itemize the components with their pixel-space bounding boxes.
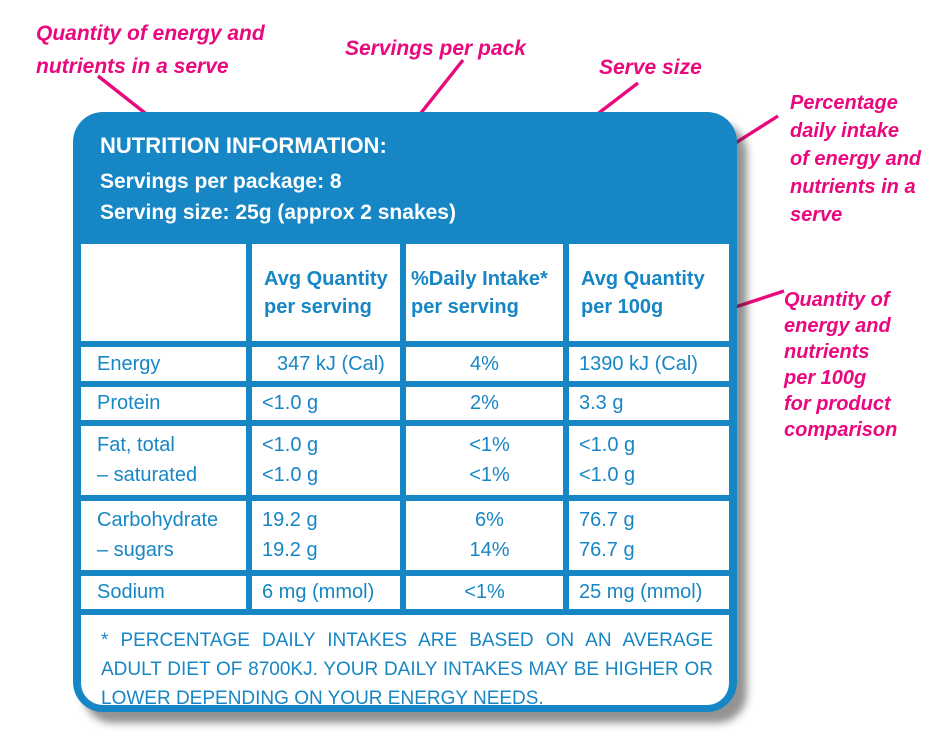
carbohydrate-serve: 19.2 g xyxy=(262,509,318,532)
col-header-line: Avg Quantity xyxy=(264,267,388,290)
carbohydrate-per-100g: 76.7 g 76.7 g xyxy=(569,501,729,570)
servings-per-package: Servings per package: 8 xyxy=(100,170,342,193)
energy-per-serving: 347 kJ (Cal) xyxy=(252,347,400,381)
col-header-per-serving: Avg Quantity per serving xyxy=(252,244,400,341)
protein-daily-intake: 2% xyxy=(406,387,563,420)
row-label-carbohydrate: Carbohydrate – sugars xyxy=(81,501,246,570)
fat-daily-intake: <1% <1% xyxy=(406,426,563,495)
sodium-per-100g: 25 mg (mmol) xyxy=(569,576,729,609)
panel-header: NUTRITION INFORMATION: Servings per pack… xyxy=(73,112,737,244)
row-label-sodium: Sodium xyxy=(81,576,246,609)
carbohydrate-per100: 76.7 g xyxy=(579,509,635,532)
row-label-energy: Energy xyxy=(81,347,246,381)
fat-total-daily: <1% xyxy=(469,434,510,457)
row-label-fat: Fat, total – saturated xyxy=(81,426,246,495)
sodium-per-serving: 6 mg (mmol) xyxy=(252,576,400,609)
annotation-daily-intake: Percentage daily intake of energy and nu… xyxy=(790,92,922,226)
col-header-line: %Daily Intake* xyxy=(411,267,548,290)
fat-total-serve: <1.0 g xyxy=(262,434,319,457)
col-header-line: per serving xyxy=(264,295,372,318)
serving-size: Serving size: 25g (approx 2 snakes) xyxy=(100,201,456,224)
col-header-line: per 100g xyxy=(581,295,664,318)
carbohydrate-label: Carbohydrate xyxy=(97,509,219,532)
fat-saturated-per100: <1.0 g xyxy=(579,463,636,486)
col-header-line: per serving xyxy=(411,295,519,318)
fat-per-100g: <1.0 g <1.0 g xyxy=(569,426,729,495)
carbohydrate-daily: 6% xyxy=(475,509,504,532)
table-corner-cell xyxy=(81,244,246,341)
annotation-serve-quantity: Quantity of energy and nutrients in a se… xyxy=(36,22,265,78)
fat-saturated-daily: <1% xyxy=(469,463,510,486)
fat-per-serving: <1.0 g <1.0 g xyxy=(252,426,400,495)
col-header-daily-intake: %Daily Intake* per serving xyxy=(406,244,563,341)
daily-intake-footnote: * PERCENTAGE DAILY INTAKES ARE BASED ON … xyxy=(81,615,729,709)
sugars-label: – sugars xyxy=(97,538,174,561)
protein-per-100g: 3.3 g xyxy=(569,387,729,420)
carbohydrate-daily-intake: 6% 14% xyxy=(406,501,563,570)
annotation-serve-size: Serve size xyxy=(599,56,702,79)
energy-daily-intake: 4% xyxy=(406,347,563,381)
panel-title: NUTRITION INFORMATION: xyxy=(100,133,387,158)
annotation-per-100g: Quantity of energy and nutrients per 100… xyxy=(784,289,898,441)
energy-per-100g: 1390 kJ (Cal) xyxy=(569,347,729,381)
annotation-servings-per-pack: Servings per pack xyxy=(345,37,526,60)
fat-saturated-label: – saturated xyxy=(97,463,198,486)
col-header-line: Avg Quantity xyxy=(581,267,705,290)
nutrition-panel: NUTRITION INFORMATION: Servings per pack… xyxy=(73,112,737,712)
carbohydrate-per-serving: 19.2 g 19.2 g xyxy=(252,501,400,570)
fat-total-label: Fat, total xyxy=(97,434,175,457)
protein-per-serving: <1.0 g xyxy=(252,387,400,420)
fat-saturated-serve: <1.0 g xyxy=(262,463,319,486)
sodium-daily-intake: <1% xyxy=(406,576,563,609)
sugars-per100: 76.7 g xyxy=(579,538,635,561)
sugars-daily: 14% xyxy=(469,538,510,561)
nutrition-table: Avg Quantity per serving %Daily Intake* … xyxy=(81,244,729,709)
sugars-serve: 19.2 g xyxy=(262,538,318,561)
fat-total-per100: <1.0 g xyxy=(579,434,636,457)
row-label-protein: Protein xyxy=(81,387,246,420)
col-header-per-100g: Avg Quantity per 100g xyxy=(569,244,729,341)
